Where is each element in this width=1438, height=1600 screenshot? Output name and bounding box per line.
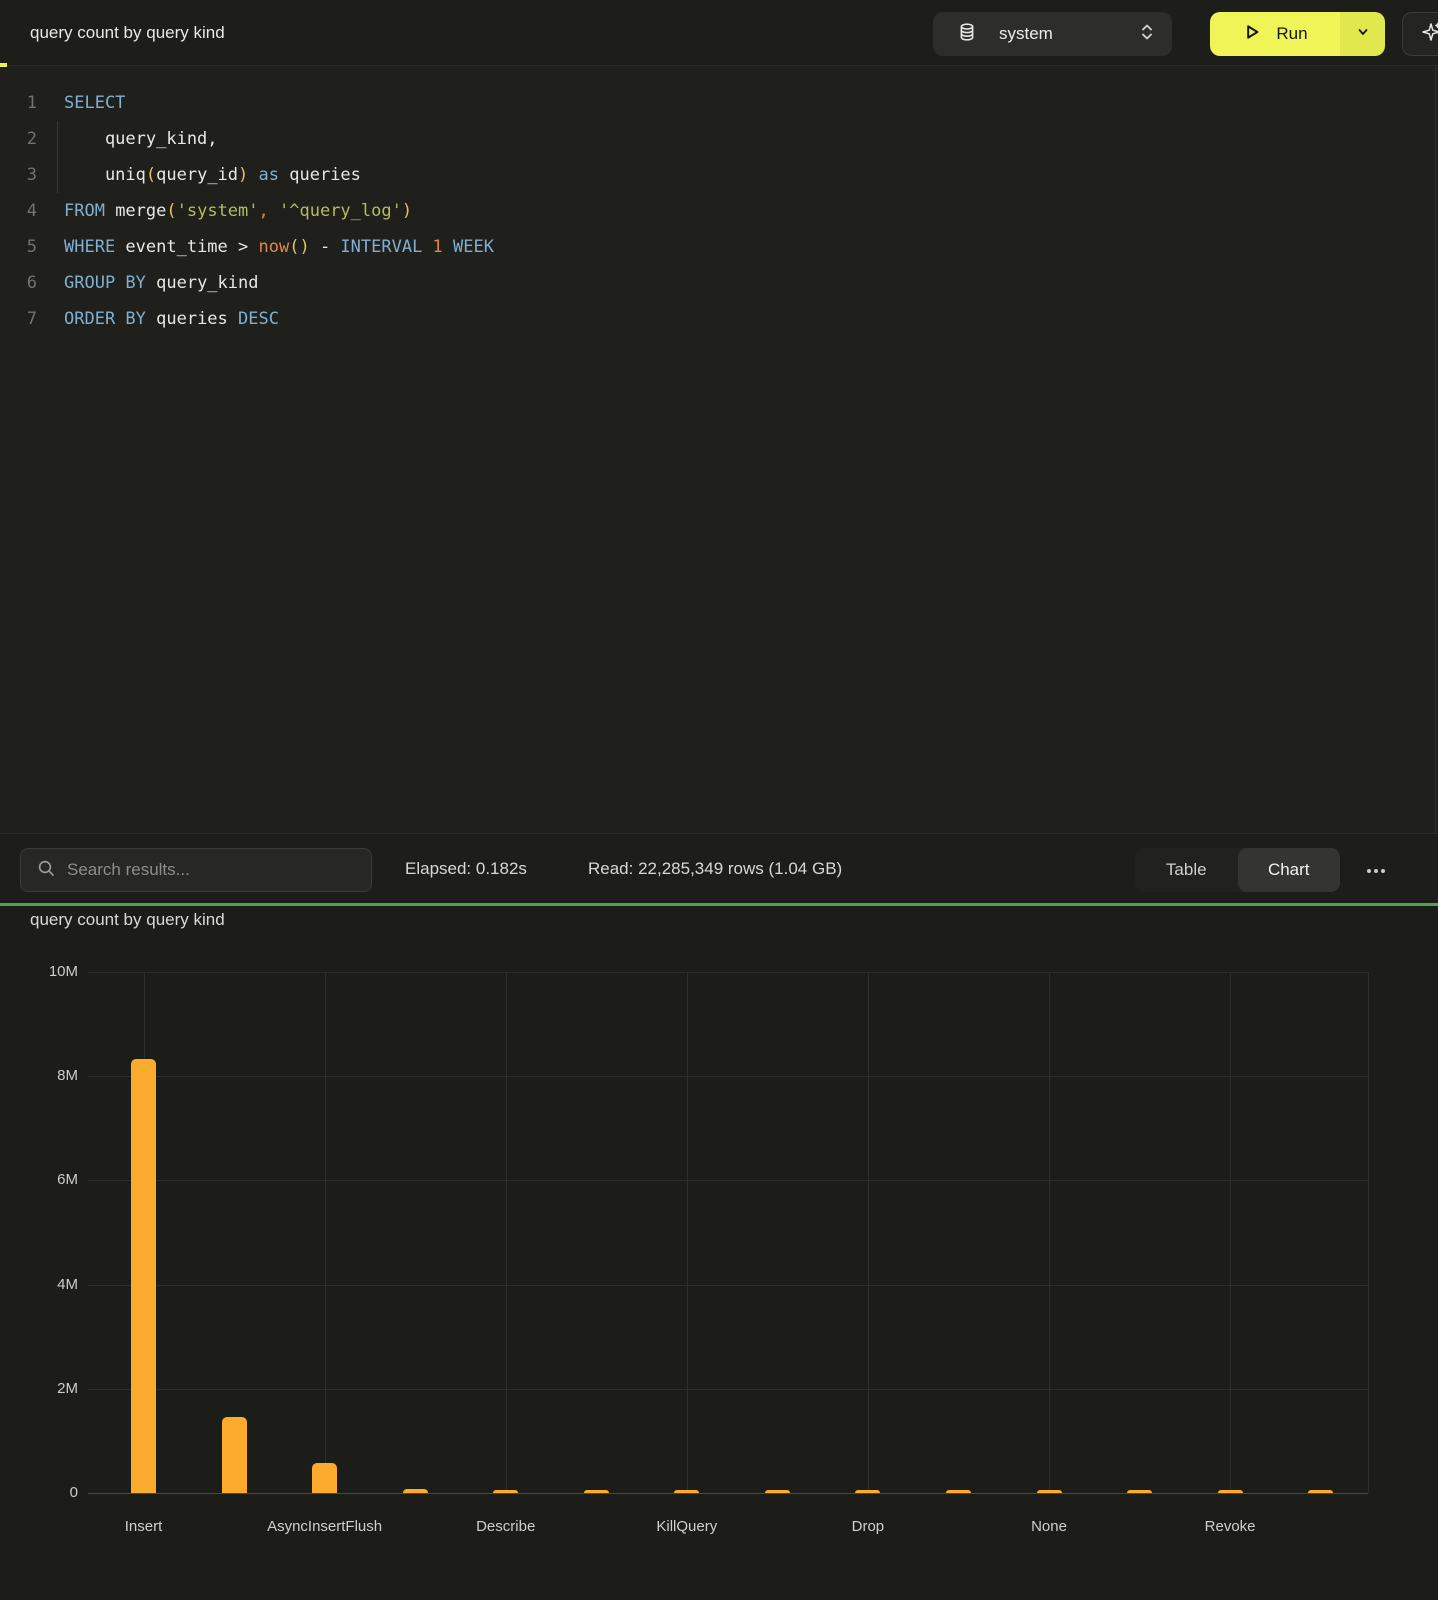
pane-right-border: [1435, 66, 1436, 903]
line-number: 6: [0, 265, 40, 301]
code-text: SELECT: [40, 85, 125, 121]
tab-chart[interactable]: Chart: [1238, 848, 1341, 892]
sql-editor[interactable]: 1SELECT2 query_kind,3 uniq(query_id) as …: [0, 66, 1438, 833]
database-selector[interactable]: system: [933, 12, 1172, 56]
grid-vline: [868, 972, 869, 1493]
run-options-button[interactable]: [1340, 12, 1385, 56]
sparkles-icon: [1420, 21, 1438, 48]
x-tick-label: None: [1031, 1518, 1067, 1535]
sql-console-window: query count by query kind system: [0, 0, 1438, 1600]
header-bar: query count by query kind system: [0, 0, 1438, 66]
x-tick-label: Describe: [476, 1518, 535, 1535]
code-text: GROUP BY query_kind: [40, 265, 258, 301]
grid-vline: [325, 972, 326, 1493]
search-icon: [37, 859, 55, 882]
grid-vline: [1230, 972, 1231, 1493]
chart-bar[interactable]: [584, 1490, 609, 1493]
x-tick-label: AsyncInsertFlush: [267, 1518, 382, 1535]
y-tick-label: 6M: [18, 1171, 78, 1188]
results-search-box[interactable]: [20, 848, 372, 892]
x-tick-label: Insert: [125, 1518, 163, 1535]
read-stat: Read: 22,285,349 rows (1.04 GB): [588, 834, 842, 904]
chart-bar[interactable]: [131, 1059, 156, 1493]
chevron-down-icon: [1356, 25, 1370, 44]
indent-guide: [57, 121, 58, 193]
grid-hline: [88, 972, 1368, 973]
code-line[interactable]: 2 query_kind,: [0, 121, 1438, 157]
chart-bar[interactable]: [855, 1490, 880, 1493]
updown-chevrons-icon: [1138, 22, 1156, 47]
y-tick-label: 2M: [18, 1380, 78, 1397]
grid-vline: [687, 972, 688, 1493]
grid-vline: [1368, 972, 1369, 1493]
line-number: 4: [0, 193, 40, 229]
line-number: 3: [0, 157, 40, 193]
tab-table[interactable]: Table: [1135, 848, 1238, 892]
chart-bar[interactable]: [765, 1490, 790, 1493]
code-text: WHERE event_time > now() - INTERVAL 1 WE…: [40, 229, 494, 265]
grid-hline: [88, 1389, 1368, 1390]
bar-chart: 10M 8M 6M 4M 2M 0 Insert AsyncInsertFlush Descri…: [0, 906, 1438, 1600]
x-tick-label: KillQuery: [656, 1518, 717, 1535]
x-axis-line: [88, 1493, 1368, 1494]
chart-bar[interactable]: [674, 1490, 699, 1493]
code-line[interactable]: 7ORDER BY queries DESC: [0, 301, 1438, 337]
chart-panel: query count by query kind 10M8M6M4M2M0In…: [0, 906, 1438, 1600]
y-tick-label: 8M: [18, 1067, 78, 1084]
view-toggle: Table Chart: [1135, 848, 1340, 892]
y-tick-label: 4M: [18, 1276, 78, 1293]
grid-vline: [1049, 972, 1050, 1493]
line-number: 5: [0, 229, 40, 265]
chart-bar[interactable]: [1037, 1490, 1062, 1493]
code-text: ORDER BY queries DESC: [40, 301, 279, 337]
code-text: query_kind,: [40, 121, 218, 157]
chart-bar[interactable]: [403, 1489, 428, 1493]
search-results-input[interactable]: [67, 860, 357, 880]
grid-hline: [88, 1180, 1368, 1181]
y-tick-label: 0: [18, 1484, 78, 1501]
code-line[interactable]: 3 uniq(query_id) as queries: [0, 157, 1438, 193]
play-icon: [1242, 22, 1262, 47]
grid-vline: [506, 972, 507, 1493]
chart-bar[interactable]: [1127, 1490, 1152, 1493]
line-number: 2: [0, 121, 40, 157]
chart-bar[interactable]: [312, 1463, 337, 1493]
code-line[interactable]: 1SELECT: [0, 85, 1438, 121]
chart-bar[interactable]: [1308, 1490, 1333, 1493]
editor-left-accent: [0, 63, 7, 67]
results-toolbar: Elapsed: 0.182s Read: 22,285,349 rows (1…: [0, 833, 1438, 903]
chart-bar[interactable]: [493, 1490, 518, 1493]
chart-bar[interactable]: [946, 1490, 971, 1493]
code-line[interactable]: 5WHERE event_time > now() - INTERVAL 1 W…: [0, 229, 1438, 265]
ellipsis-icon: [1366, 861, 1386, 879]
run-button-group: Run: [1210, 12, 1385, 56]
line-number: 1: [0, 85, 40, 121]
chart-bar[interactable]: [1218, 1490, 1243, 1493]
code-line[interactable]: 6GROUP BY query_kind: [0, 265, 1438, 301]
x-tick-label: Drop: [852, 1518, 885, 1535]
more-options-button[interactable]: [1354, 848, 1398, 892]
code-line[interactable]: 4FROM merge('system', '^query_log'): [0, 193, 1438, 229]
run-button[interactable]: Run: [1210, 12, 1340, 56]
grid-hline: [88, 1076, 1368, 1077]
elapsed-stat: Elapsed: 0.182s: [405, 834, 527, 904]
run-button-label: Run: [1276, 24, 1307, 44]
x-tick-label: Revoke: [1205, 1518, 1256, 1535]
ai-assistant-button[interactable]: [1402, 12, 1438, 56]
code-text: FROM merge('system', '^query_log'): [40, 193, 412, 229]
query-title: query count by query kind: [30, 0, 225, 66]
line-number: 7: [0, 301, 40, 337]
y-tick-label: 10M: [18, 963, 78, 980]
database-selector-value: system: [999, 24, 1053, 44]
chart-bar[interactable]: [222, 1417, 247, 1493]
code-text: uniq(query_id) as queries: [40, 157, 361, 193]
grid-hline: [88, 1285, 1368, 1286]
database-icon: [957, 22, 977, 47]
